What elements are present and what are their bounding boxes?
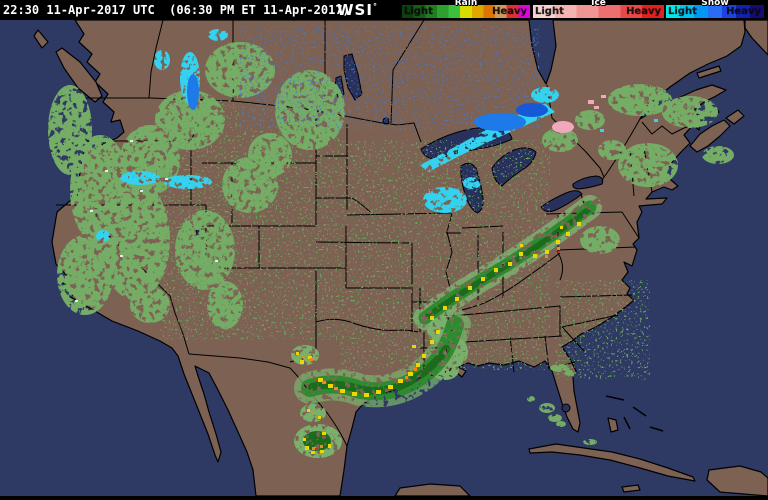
precip-mixed-specks [75, 140, 218, 302]
legend-snow-gradient [666, 5, 764, 18]
hispaniola [706, 465, 768, 497]
precip-ice [552, 95, 606, 133]
header-bar: 22:30 11-Apr-2017 UTC (06:30 PM ET 11-Ap… [0, 0, 768, 20]
precip-heavy-cells [296, 222, 581, 454]
wsi-logo-mark: ° [372, 2, 378, 11]
precip-florida [527, 364, 597, 445]
anticosti-island [696, 65, 722, 79]
legend-snow: Snow Light Heavy [666, 0, 764, 20]
precip-gulf-band [291, 309, 471, 458]
jamaica [621, 484, 641, 493]
wsi-logo-text: WSI [337, 1, 373, 19]
haida-islands [33, 29, 49, 49]
precip-severe-cells [302, 247, 560, 450]
precip-extreme-cells [315, 251, 560, 450]
legend-snow-heavy-label: Heavy [726, 6, 761, 17]
radar-map-canvas [0, 19, 768, 497]
legend-ice-gradient [533, 5, 664, 18]
wsi-logo: WSI° [337, 1, 378, 19]
newfoundland [744, 19, 768, 56]
lake-ontario [572, 175, 604, 190]
precip-scattered-speckles [160, 25, 650, 380]
radar-map [0, 19, 768, 497]
cape-breton [725, 109, 745, 125]
legend-snow-title: Snow [701, 0, 729, 8]
precip-snow [96, 29, 658, 268]
legend-ice: Ice Light Heavy [533, 0, 664, 20]
andros-island [607, 417, 619, 433]
cuba [528, 443, 696, 482]
legend-rain-title: Rain [454, 0, 478, 8]
vancouver-island [55, 47, 103, 103]
legend-ice-heavy-label: Heavy [626, 6, 661, 17]
legend-ice-light-label: Light [535, 6, 564, 17]
lake-erie [540, 190, 583, 213]
legend-snow-light-label: Light [668, 6, 697, 17]
legend-ice-title: Ice [591, 0, 606, 8]
legend-rain-gradient [402, 5, 530, 18]
timestamp-text: 22:30 11-Apr-2017 UTC (06:30 PM ET 11-Ap… [3, 3, 350, 17]
bahamas [605, 395, 664, 432]
legend-rain-heavy-label: Heavy [492, 6, 527, 17]
lake-okeechobee [561, 403, 571, 413]
legend-rain-light-label: Light [404, 6, 433, 17]
nova-scotia [689, 119, 731, 153]
legend-rain: Rain Light Heavy [402, 0, 530, 20]
